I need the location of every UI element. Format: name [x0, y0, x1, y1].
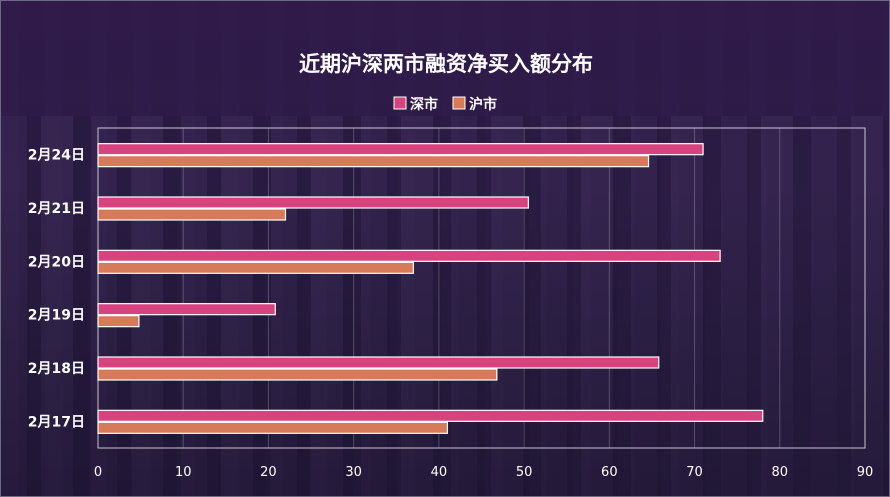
x-tick-label: 90 — [857, 465, 874, 480]
bar-hushi — [97, 368, 498, 381]
bar-shenshi — [97, 143, 704, 156]
bar-hushi — [97, 155, 650, 168]
gridlines — [182, 128, 781, 448]
category-label: 2月20日 — [28, 254, 85, 270]
x-tick-label: 80 — [772, 465, 789, 480]
bar-hushi — [97, 421, 449, 434]
category-label: 2月18日 — [28, 361, 85, 377]
category-label: 2月19日 — [28, 308, 85, 324]
x-tick-label: 10 — [175, 465, 192, 480]
bar-shenshi — [97, 196, 529, 209]
category-label: 2月21日 — [28, 201, 85, 217]
bar-shenshi — [97, 249, 721, 262]
category-labels: 2月24日 2月21日 2月20日 2月19日 2月18日 2月17日 — [28, 148, 85, 431]
category-label: 2月17日 — [28, 414, 85, 430]
bar-shenshi — [97, 356, 660, 369]
bar-hushi — [97, 315, 140, 328]
legend-swatch-hushi — [452, 96, 466, 110]
legend-swatch-shenshi — [393, 96, 407, 110]
bars — [97, 143, 764, 434]
chart-title: 近期沪深两市融资净买入额分布 — [299, 52, 593, 76]
x-tick-label: 20 — [260, 465, 277, 480]
x-tick-label: 30 — [345, 465, 362, 480]
legend: 深市 沪市 — [393, 96, 497, 113]
legend-label-shenshi: 深市 — [410, 96, 438, 113]
x-tick-labels: 0 10 20 30 40 50 60 70 80 90 — [94, 465, 873, 480]
bar-hushi — [97, 261, 414, 274]
x-tick-label: 50 — [516, 465, 533, 480]
bar-hushi — [97, 208, 287, 221]
x-tick-label: 40 — [431, 465, 448, 480]
x-tick-label: 0 — [94, 465, 102, 480]
plot-border — [97, 127, 866, 449]
legend-label-hushi: 沪市 — [469, 96, 497, 113]
bar-shenshi — [97, 303, 276, 316]
category-label: 2月24日 — [28, 148, 85, 164]
x-tick-label: 70 — [686, 465, 703, 480]
bar-shenshi — [97, 409, 764, 422]
x-tick-label: 60 — [601, 465, 618, 480]
